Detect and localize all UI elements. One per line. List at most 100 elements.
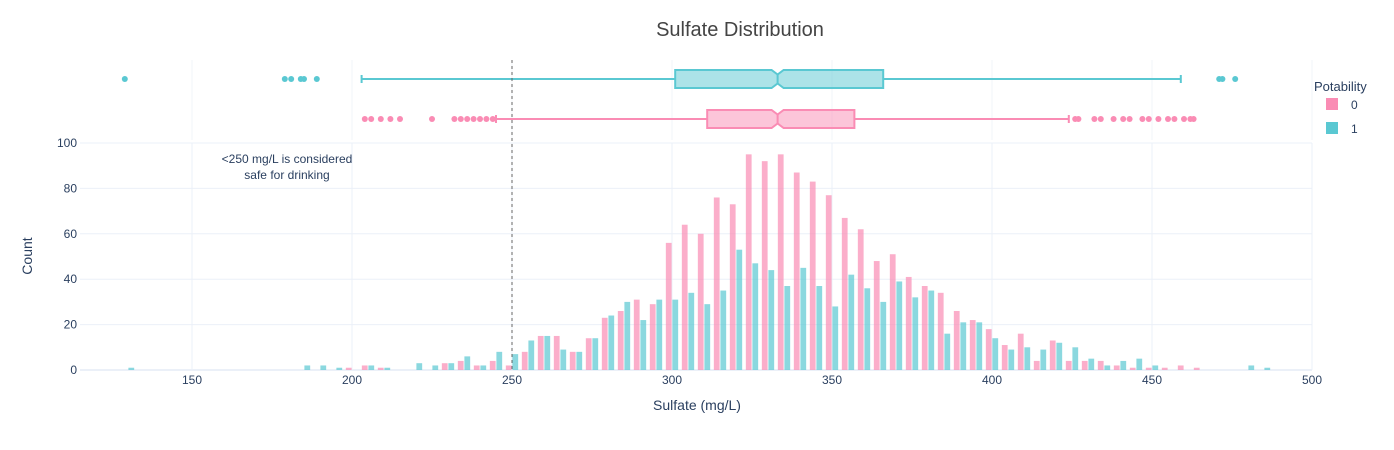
bar-series-0 xyxy=(1177,365,1184,370)
bar-series-0 xyxy=(617,310,624,370)
bar-series-1 xyxy=(688,292,695,370)
box-outlier-point xyxy=(457,116,464,122)
bar-series-1 xyxy=(1136,358,1143,370)
box-outlier-point xyxy=(288,76,295,82)
bar-series-1 xyxy=(1024,347,1031,370)
bar-series-1 xyxy=(864,288,871,370)
bar-series-0 xyxy=(793,172,800,370)
bar-series-0 xyxy=(745,154,752,370)
bar-series-1 xyxy=(128,367,135,370)
bar-series-1 xyxy=(784,286,791,370)
box-outlier-point xyxy=(1139,116,1146,122)
bar-series-1 xyxy=(976,322,983,370)
bar-series-1 xyxy=(1056,342,1063,370)
y-tick-label: 20 xyxy=(64,318,78,332)
bar-series-0 xyxy=(1145,367,1152,370)
legend-swatch-1 xyxy=(1326,122,1338,134)
bar-series-1 xyxy=(1152,365,1159,370)
bar-series-1 xyxy=(448,363,455,370)
bar-series-1 xyxy=(1248,365,1255,370)
box-outlier-point xyxy=(1232,76,1239,82)
bar-series-1 xyxy=(1072,347,1079,370)
box-outlier-point xyxy=(377,116,384,122)
bar-series-0 xyxy=(457,360,464,370)
box-outlier-point xyxy=(368,116,375,122)
bar-series-1 xyxy=(1040,349,1047,370)
bar-series-0 xyxy=(473,365,480,370)
bar-series-1 xyxy=(544,335,551,370)
bar-series-0 xyxy=(1033,360,1040,370)
bar-series-0 xyxy=(953,310,960,370)
bar-series-0 xyxy=(1113,365,1120,370)
bar-series-0 xyxy=(361,365,368,370)
legend-swatch-0 xyxy=(1326,98,1338,110)
x-tick-label: 400 xyxy=(982,373,1002,387)
bar-series-1 xyxy=(736,249,743,370)
box-body xyxy=(674,69,885,89)
bar-series-0 xyxy=(889,254,896,370)
bar-series-0 xyxy=(345,367,352,370)
bar-series-1 xyxy=(624,301,631,370)
bar-series-0 xyxy=(1049,340,1056,370)
bar-series-1 xyxy=(640,320,647,370)
box-outlier-point xyxy=(470,116,477,122)
bar-series-0 xyxy=(681,224,688,370)
box-plot-series-1 xyxy=(121,69,1239,89)
bar-series-1 xyxy=(992,338,999,370)
bar-series-0 xyxy=(1001,345,1008,370)
bar-series-0 xyxy=(905,276,912,370)
box-outlier-point xyxy=(387,116,394,122)
bar-series-0 xyxy=(873,261,880,370)
bar-series-0 xyxy=(809,181,816,370)
box-outlier-point xyxy=(301,76,307,82)
x-tick-label: 150 xyxy=(182,373,202,387)
bar-series-0 xyxy=(825,195,832,370)
bar-series-0 xyxy=(921,286,928,370)
box-outlier-point xyxy=(483,116,490,122)
box-outlier-point xyxy=(1126,116,1133,122)
histogram-bars xyxy=(128,154,1271,370)
bar-series-1 xyxy=(656,299,663,370)
bar-series-1 xyxy=(960,322,967,370)
bar-series-0 xyxy=(761,161,768,370)
bar-series-1 xyxy=(832,306,839,370)
bar-series-1 xyxy=(720,290,727,370)
legend-item-0[interactable]: 0 xyxy=(1326,98,1358,112)
box-outlier-point xyxy=(1171,116,1178,122)
bar-series-0 xyxy=(1065,360,1072,370)
bar-series-1 xyxy=(1104,365,1111,370)
y-tick-label: 0 xyxy=(70,363,77,377)
bar-series-1 xyxy=(464,356,471,370)
bar-series-0 xyxy=(777,154,784,370)
box-outlier-point xyxy=(1181,116,1187,122)
bar-series-1 xyxy=(1088,358,1095,370)
bar-series-0 xyxy=(857,229,864,370)
bar-series-1 xyxy=(928,290,935,370)
bar-series-1 xyxy=(848,274,855,370)
bar-series-0 xyxy=(1097,360,1104,370)
gridlines xyxy=(80,142,1313,371)
box-outlier-point xyxy=(121,76,128,82)
box-plot-series-0 xyxy=(361,109,1197,129)
bar-series-1 xyxy=(1264,367,1271,370)
bar-series-0 xyxy=(569,351,576,370)
box-outlier-point xyxy=(1165,116,1171,122)
bar-series-0 xyxy=(649,304,656,370)
bar-series-0 xyxy=(505,365,512,370)
x-tick-label: 350 xyxy=(822,373,842,387)
legend-item-1[interactable]: 1 xyxy=(1326,122,1358,136)
bar-series-1 xyxy=(944,333,951,370)
legend[interactable]: Potability 0 1 xyxy=(1314,79,1367,136)
bar-series-0 xyxy=(841,217,848,370)
bar-series-1 xyxy=(512,354,519,370)
box-outlier-point xyxy=(1091,116,1098,122)
bar-series-0 xyxy=(1017,333,1024,370)
bar-series-1 xyxy=(912,297,919,370)
bar-series-0 xyxy=(665,242,672,370)
box-outlier-point xyxy=(1097,116,1104,122)
bar-series-1 xyxy=(368,365,375,370)
bar-series-0 xyxy=(537,335,544,370)
box-body xyxy=(706,109,856,129)
x-tick-label: 450 xyxy=(1142,373,1162,387)
bar-series-0 xyxy=(1129,367,1136,370)
